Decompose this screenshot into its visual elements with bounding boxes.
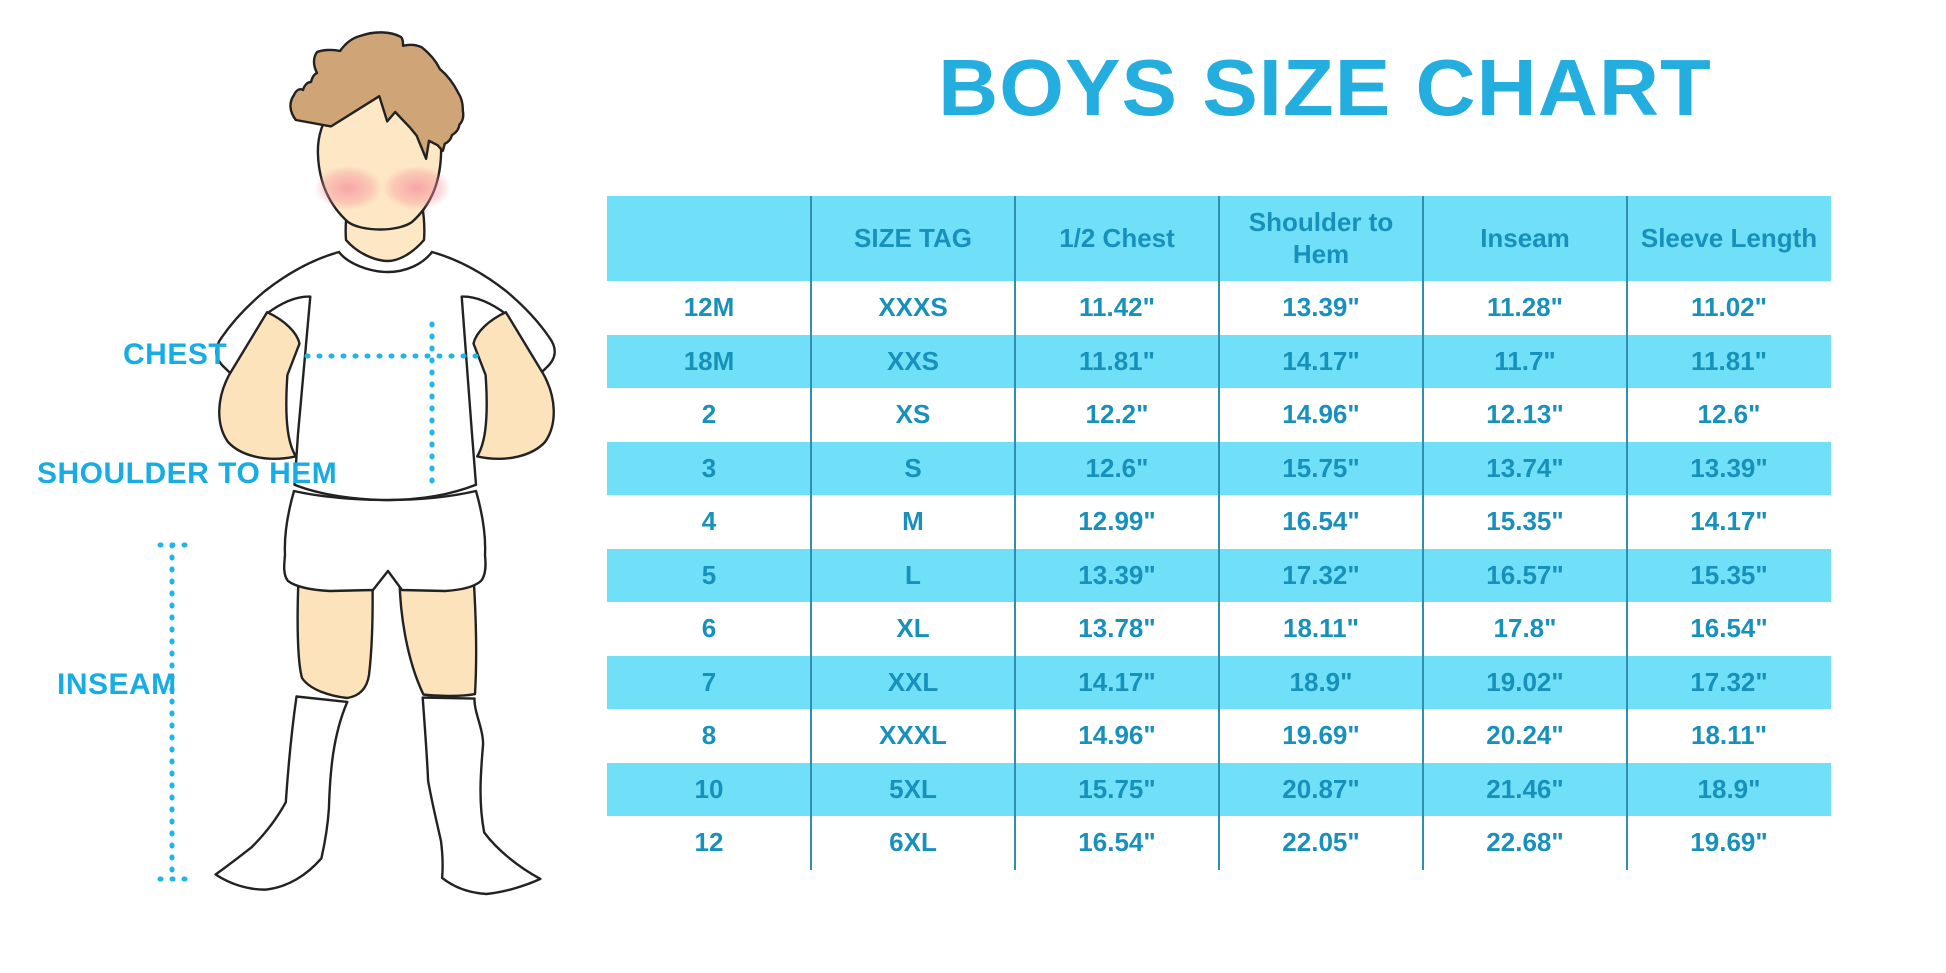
svg-text:INSEAM: INSEAM xyxy=(57,668,177,701)
svg-text:CHEST: CHEST xyxy=(123,338,227,371)
svg-text:SHOULDER TO HEM: SHOULDER TO HEM xyxy=(37,457,337,490)
